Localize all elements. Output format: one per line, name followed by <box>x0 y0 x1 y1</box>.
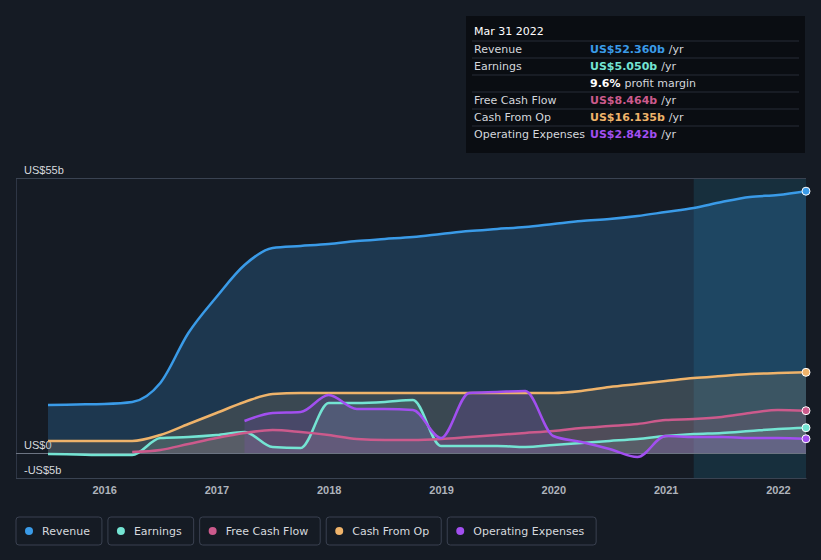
chart: -US$5b US$0 US$55b 2016 2017 2018 2019 2020 2021… <box>0 0 821 560</box>
tooltip-label: Cash From Op <box>474 111 551 124</box>
end-markers <box>802 187 810 443</box>
tooltip-separator <box>472 41 799 42</box>
x-tick: 2016 <box>92 478 116 496</box>
x-tick: 2017 <box>205 478 229 496</box>
tooltip-separator <box>472 109 799 110</box>
x-tick-label: 2017 <box>205 484 229 496</box>
tooltip-suffix: /yr <box>661 94 676 107</box>
legend-box[interactable] <box>447 517 596 545</box>
y-tick-label: -US$5b <box>24 464 61 476</box>
x-tick-label: 2016 <box>92 484 116 496</box>
tooltip-value-row: US$2.842b/yr <box>590 128 676 141</box>
tooltip-value: US$16.135b <box>590 111 665 124</box>
tooltip-value-row: US$16.135b/yr <box>590 111 684 124</box>
tooltip-suffix: /yr <box>661 128 676 141</box>
legend-label[interactable]: Earnings <box>134 525 182 538</box>
tooltip-label: Revenue <box>474 43 522 56</box>
tooltip-suffix: profit margin <box>625 77 697 90</box>
x-axis: 2016 2017 2018 2019 2020 2021 2022 <box>49 478 807 496</box>
series-line <box>48 372 806 441</box>
series-line <box>48 400 806 455</box>
series-line <box>245 391 806 457</box>
legend-box[interactable] <box>326 517 441 545</box>
series-line <box>48 191 806 405</box>
grid-line <box>16 478 806 479</box>
legend-box[interactable] <box>16 517 102 545</box>
tooltip-value-row: US$5.050b/yr <box>590 60 676 73</box>
tooltip-value-row: US$8.464b/yr <box>590 94 676 107</box>
legend-box[interactable] <box>108 517 194 545</box>
tooltip-separator <box>472 58 799 59</box>
tooltip: Mar 31 2022 Revenue US$52.360b/yr Earnings U… <box>466 16 805 153</box>
x-tick: 2020 <box>542 478 566 496</box>
end-marker <box>802 435 810 443</box>
legend-swatch[interactable] <box>209 527 217 535</box>
legend-item[interactable]: Operating Expenses <box>447 517 596 545</box>
x-tick: 2021 <box>654 478 678 496</box>
legend-item[interactable]: Cash From Op <box>326 517 441 545</box>
legend-swatch[interactable] <box>456 527 464 535</box>
tooltip-separator <box>472 126 799 127</box>
tooltip-label: Earnings <box>474 60 522 73</box>
y-axis-line <box>17 179 807 479</box>
tooltip-box <box>466 16 805 153</box>
series-line <box>132 410 806 452</box>
legend-label[interactable]: Revenue <box>42 525 90 538</box>
x-tick: 2019 <box>429 478 453 496</box>
tooltip-separator <box>472 92 799 93</box>
tooltip-value: US$52.360b <box>590 43 665 56</box>
legend-swatch[interactable] <box>25 527 33 535</box>
legend-item[interactable]: Earnings <box>108 517 194 545</box>
legend-label[interactable]: Free Cash Flow <box>226 525 309 538</box>
tooltip-value-row: 9.6% profit margin <box>590 77 696 90</box>
tooltip-suffix: /yr <box>669 43 684 56</box>
legend-label[interactable]: Cash From Op <box>352 525 429 538</box>
y-tick-label: US$0 <box>24 439 52 451</box>
tooltip-value: 9.6% <box>590 77 621 90</box>
series-area <box>48 191 806 453</box>
tooltip-label: Free Cash Flow <box>474 94 557 107</box>
end-marker <box>802 407 810 415</box>
tooltip-separator <box>472 75 799 76</box>
legend-item[interactable]: Revenue <box>16 517 102 545</box>
tooltip-value: US$8.464b <box>590 94 657 107</box>
tooltip-value-row: US$52.360b/yr <box>590 43 684 56</box>
end-marker <box>802 368 810 376</box>
end-marker <box>802 187 810 195</box>
x-tick-label: 2018 <box>317 484 341 496</box>
x-tick: 2018 <box>317 478 341 496</box>
x-tick-label: 2019 <box>429 484 453 496</box>
legend: Revenue Earnings Free Cash Flow Cash From O… <box>16 517 596 545</box>
x-tick: 2022 <box>766 478 790 496</box>
x-axis-line <box>49 478 807 479</box>
y-tick: -US$5b <box>16 464 806 479</box>
end-marker <box>802 424 810 432</box>
grid-line <box>16 178 806 179</box>
tooltip-suffix: /yr <box>669 111 684 124</box>
x-tick-label: 2022 <box>766 484 790 496</box>
tooltip-label: Operating Expenses <box>474 128 585 141</box>
x-tick-label: 2021 <box>654 484 678 496</box>
tooltip-date: Mar 31 2022 <box>474 25 544 38</box>
tooltip-value: US$2.842b <box>590 128 657 141</box>
y-tick-label: US$55b <box>24 164 64 176</box>
legend-box[interactable] <box>200 517 321 545</box>
y-tick: US$55b <box>16 164 806 179</box>
plot-area <box>48 191 806 457</box>
tooltip-value: US$5.050b <box>590 60 657 73</box>
x-tick-label: 2020 <box>542 484 566 496</box>
legend-swatch[interactable] <box>335 527 343 535</box>
tooltip-suffix: /yr <box>661 60 676 73</box>
legend-label[interactable]: Operating Expenses <box>473 525 584 538</box>
y-axis: -US$5b US$0 US$55b <box>16 164 806 479</box>
legend-item[interactable]: Free Cash Flow <box>200 517 321 545</box>
legend-swatch[interactable] <box>117 527 125 535</box>
background <box>0 0 821 560</box>
